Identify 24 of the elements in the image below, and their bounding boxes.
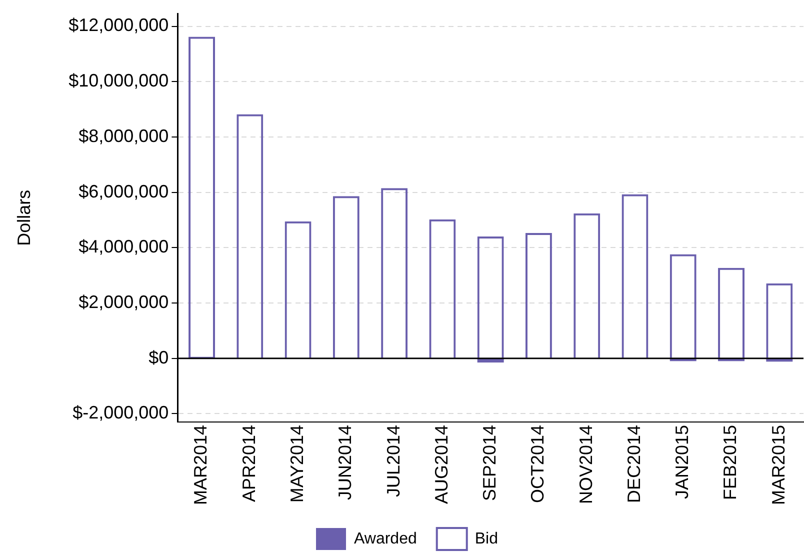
x-tick-label: MAY2014 — [287, 424, 308, 503]
y-tick-label: $8,000,000 — [78, 126, 169, 146]
y-tick-label: $6,000,000 — [78, 181, 169, 202]
x-tick-label: AUG2014 — [431, 424, 452, 504]
x-tick-label: NOV2014 — [576, 424, 596, 504]
x-tick-label: JUL2014 — [383, 424, 404, 498]
y-tick-label: $12,000,000 — [68, 15, 169, 36]
x-tick-label: JUN2014 — [335, 424, 356, 500]
x-tick-label: SEP2014 — [480, 424, 500, 502]
x-tick-label: MAR2015 — [768, 424, 788, 506]
x-tick-label: FEB2015 — [720, 424, 740, 500]
y-tick-label: $0 — [148, 347, 169, 368]
x-tick-label: MAR2014 — [190, 424, 211, 506]
y-tick-label: $2,000,000 — [78, 292, 169, 312]
y-axis-title: Dollars — [14, 190, 34, 246]
x-tick-label: APR2014 — [238, 424, 259, 502]
legend-label: Bid — [474, 530, 498, 548]
x-tick-label: OCT2014 — [528, 424, 548, 504]
y-tick-label: $-2,000,000 — [72, 402, 169, 423]
x-tick-label: JAN2015 — [672, 424, 692, 500]
x-tick-label: DEC2014 — [624, 424, 644, 504]
y-tick-label: $4,000,000 — [78, 236, 169, 257]
y-tick-label: $10,000,000 — [68, 70, 169, 91]
legend-label: Awarded — [354, 530, 417, 548]
